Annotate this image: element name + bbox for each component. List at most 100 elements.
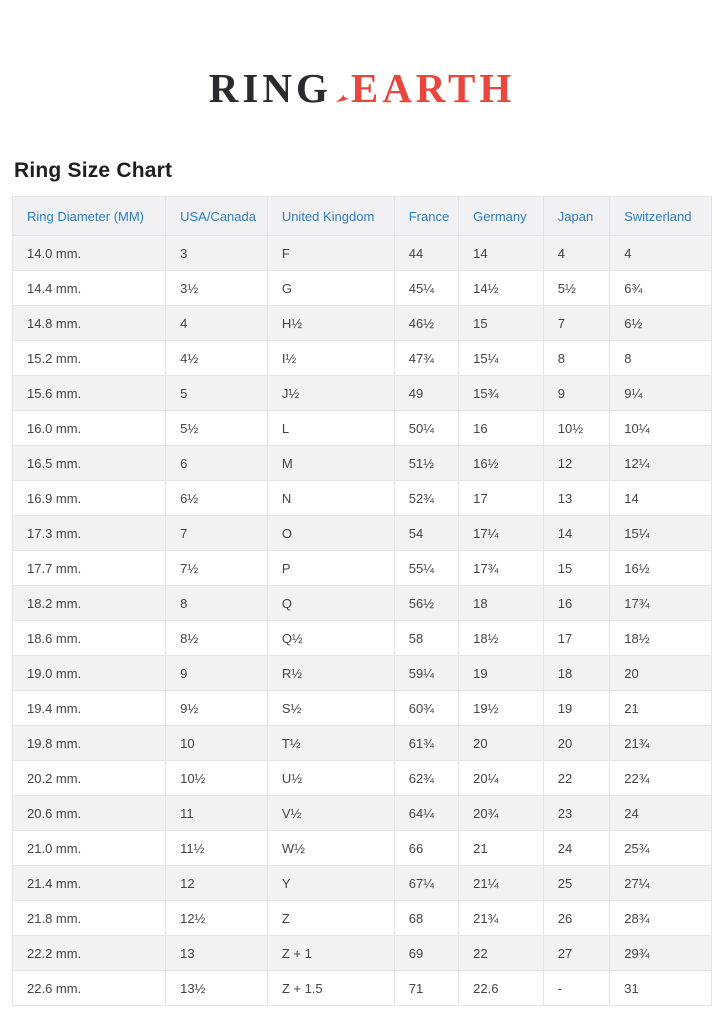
- table-cell: 67¼: [393, 865, 460, 901]
- table-cell: 26: [542, 900, 611, 936]
- table-cell: 6¾: [609, 270, 712, 306]
- table-row: 17.3 mm. 7 O 54 17¼ 14 15¼: [11, 515, 712, 551]
- site-logo[interactable]: RING EARTH: [209, 68, 515, 109]
- table-cell: 14: [542, 515, 611, 551]
- table-cell: 22: [458, 935, 544, 971]
- table-cell: O: [266, 515, 395, 551]
- table-cell: 6½: [165, 480, 268, 516]
- table-cell: Z + 1.5: [266, 970, 395, 1006]
- table-cell: 22.6 mm.: [11, 970, 167, 1006]
- table-row: 21.4 mm. 12 Y 67¼ 21¼ 25 27¼: [11, 865, 712, 901]
- table-cell: 66: [393, 830, 460, 866]
- table-cell: 18: [542, 655, 611, 691]
- table-row: 16.5 mm. 6 M 51½ 16½ 12 12¼: [11, 445, 712, 481]
- table-row: 18.2 mm. 8 Q 56½ 18 16 17¾: [11, 585, 712, 621]
- logo-text-secondary: EARTH: [350, 65, 516, 111]
- table-row: 19.0 mm. 9 R½ 59¼ 19 18 20: [11, 655, 712, 691]
- table-cell: 21.0 mm.: [11, 830, 167, 866]
- table-cell: 19.8 mm.: [11, 725, 167, 761]
- column-header-6: Switzerland: [609, 196, 712, 236]
- table-cell: 11½: [165, 830, 268, 866]
- table-row: 16.0 mm. 5½ L 50¼ 16 10½ 10¼: [11, 410, 712, 446]
- table-cell: 17.7 mm.: [11, 550, 167, 586]
- table-row: 15.6 mm. 5 J½ 49 15¾ 9 9¼: [11, 375, 712, 411]
- red-flourish-icon: [334, 71, 350, 102]
- table-row: 14.4 mm. 3½ G 45¼ 14½ 5½ 6¾: [11, 270, 712, 306]
- table-cell: 28¾: [609, 900, 712, 936]
- table-cell: 18.6 mm.: [11, 620, 167, 656]
- table-cell: 10½: [542, 410, 611, 446]
- table-cell: 25: [542, 865, 611, 901]
- table-cell: 54: [393, 515, 460, 551]
- table-cell: 18: [458, 585, 544, 621]
- table-cell: Y: [266, 865, 395, 901]
- table-cell: 5½: [165, 410, 268, 446]
- table-cell: 49: [393, 375, 460, 411]
- table-cell: 8½: [165, 620, 268, 656]
- table-cell: 21.8 mm.: [11, 900, 167, 936]
- table-cell: 16: [458, 410, 544, 446]
- table-cell: 19½: [458, 690, 544, 726]
- table-cell: 62¾: [393, 760, 460, 796]
- table-cell: 22¾: [609, 760, 712, 796]
- table-cell: G: [266, 270, 395, 306]
- table-cell: 8: [165, 585, 268, 621]
- table-cell: 16: [542, 585, 611, 621]
- table-cell: 31: [609, 970, 712, 1006]
- table-cell: 21¾: [458, 900, 544, 936]
- table-cell: 12: [542, 445, 611, 481]
- table-cell: 9: [542, 375, 611, 411]
- column-header-4: Germany: [458, 196, 544, 236]
- table-cell: 9½: [165, 690, 268, 726]
- table-cell: 17¾: [458, 550, 544, 586]
- table-cell: 47¾: [393, 340, 460, 376]
- table-cell: 17: [542, 620, 611, 656]
- column-header-5: Japan: [542, 196, 611, 236]
- table-cell: P: [266, 550, 395, 586]
- table-row: 21.0 mm. 11½ W½ 66 21 24 25¾: [11, 830, 712, 866]
- table-cell: 7: [165, 515, 268, 551]
- table-cell: 71: [393, 970, 460, 1006]
- table-header: Ring Diameter (MM) USA/Canada United Kingd…: [11, 196, 712, 236]
- table-cell: 12½: [165, 900, 268, 936]
- table-cell: 15¼: [458, 340, 544, 376]
- table-cell: 15.2 mm.: [11, 340, 167, 376]
- table-cell: 12¼: [609, 445, 712, 481]
- table-cell: 51½: [393, 445, 460, 481]
- table-cell: 19: [542, 690, 611, 726]
- table-cell: 24: [542, 830, 611, 866]
- table-cell: 21: [458, 830, 544, 866]
- table-cell: 46½: [393, 305, 460, 341]
- table-row: 20.2 mm. 10½ U½ 62¾ 20¼ 22 22¾: [11, 760, 712, 796]
- table-cell: 14.0 mm.: [11, 235, 167, 271]
- column-header-2: United Kingdom: [266, 196, 395, 236]
- table-cell: 4: [542, 235, 611, 271]
- table-cell: 24: [609, 795, 712, 831]
- table-cell: 16½: [458, 445, 544, 481]
- table-cell: 15: [458, 305, 544, 341]
- table-cell: I½: [266, 340, 395, 376]
- table-cell: 61¾: [393, 725, 460, 761]
- table-cell: 58: [393, 620, 460, 656]
- table-cell: 7: [542, 305, 611, 341]
- table-cell: 7½: [165, 550, 268, 586]
- table-cell: 20: [458, 725, 544, 761]
- table-cell: 21¾: [609, 725, 712, 761]
- table-cell: 12: [165, 865, 268, 901]
- ring-size-table: Ring Diameter (MM) USA/Canada United Kingd…: [11, 196, 712, 1006]
- table-cell: 16.9 mm.: [11, 480, 167, 516]
- header-row: Ring Diameter (MM) USA/Canada United Kingd…: [11, 196, 712, 236]
- table-cell: 55¼: [393, 550, 460, 586]
- table-cell: 14.4 mm.: [11, 270, 167, 306]
- table-cell: 15¾: [458, 375, 544, 411]
- table-cell: 10: [165, 725, 268, 761]
- table-cell: 13½: [165, 970, 268, 1006]
- table-cell: 9: [165, 655, 268, 691]
- column-header-0: Ring Diameter (MM): [11, 196, 167, 236]
- table-cell: 25¾: [609, 830, 712, 866]
- table-cell: 27¼: [609, 865, 712, 901]
- table-cell: 16.0 mm.: [11, 410, 167, 446]
- table-row: 22.2 mm. 13 Z + 1 69 22 27 29¾: [11, 935, 712, 971]
- table-cell: T½: [266, 725, 395, 761]
